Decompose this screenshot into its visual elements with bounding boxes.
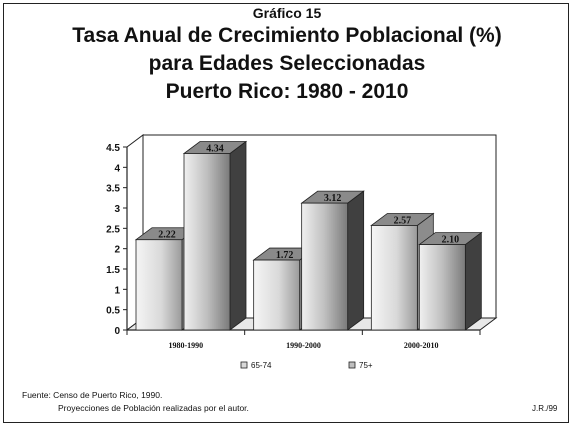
source-note: Fuente: Censo de Puerto Rico, 1990. [22,390,163,400]
bar-65-74 [135,239,183,331]
bar-65-74 [253,259,301,331]
bar-75-plus-side [229,140,247,331]
author-initials: J.R./99 [532,404,558,413]
projection-note: Proyecciones de Población realizadas por… [58,403,249,413]
data-label-75-plus: 2.10 [442,235,460,246]
data-label-65-74: 1.72 [276,250,294,261]
bar-75-plus [301,202,349,331]
legend-label-75-plus: 75+ [359,361,373,370]
bar-75-plus [418,244,466,331]
bar-75-plus-side [464,231,482,331]
data-label-65-74: 2.57 [394,215,412,226]
legend-swatch-75-plus [348,361,356,369]
legend-swatch-65-74 [240,361,248,369]
y-tick-label: 2 [114,245,120,256]
bar-75-plus-side [347,190,365,331]
data-label-65-74: 2.22 [158,230,176,241]
x-tick-label: 1990-2000 [286,341,321,350]
chart-title-line-1: Tasa Anual de Crecimiento Poblacional (%… [72,24,502,47]
chart-label: Gráfico 15 [252,5,322,21]
chart-title-line-3: Puerto Rico: 1980 - 2010 [165,80,409,103]
y-tick-label: 0 [114,326,120,337]
y-tick-label: 2.5 [106,224,120,235]
y-tick-label: 1.5 [106,265,120,276]
chart-frame [3,3,569,423]
bar-65-74 [370,225,418,331]
y-tick-label: 3.5 [106,184,120,195]
data-label-75-plus: 4.34 [206,144,224,155]
x-tick-label: 1980-1990 [168,341,203,350]
x-tick-label: 2000-2010 [404,341,439,350]
data-label-75-plus: 3.12 [324,193,342,204]
y-tick-label: 0.5 [106,306,120,317]
chart-title-line-2: para Edades Seleccionadas [148,52,426,75]
legend-label-65-74: 65-74 [251,361,272,370]
y-tick-label: 4 [114,163,120,174]
y-tick-label: 3 [114,204,120,215]
y-tick-label: 1 [114,285,120,296]
bar-75-plus [183,153,231,331]
y-tick-label: 4.5 [106,143,120,154]
